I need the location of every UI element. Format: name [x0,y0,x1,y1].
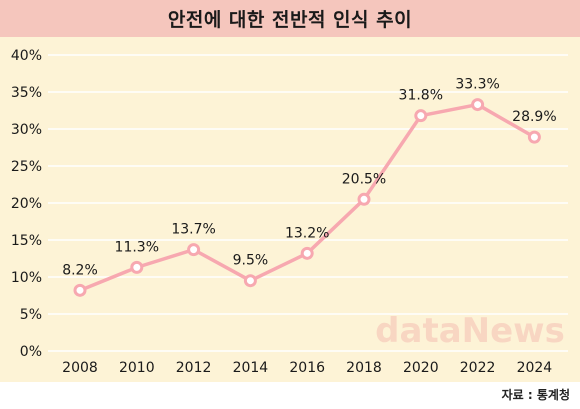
source-note: 자료 : 통계청 [501,388,570,402]
title-bar: 안전에 대한 전반적 인식 추이 [0,0,580,37]
y-tick-label: 10% [11,270,42,286]
x-tick-label: 2008 [62,360,98,376]
data-point [300,246,314,260]
data-point [130,260,144,274]
plot-background [0,37,580,382]
data-point [357,192,371,206]
data-point [187,243,201,257]
y-tick-label: 20% [11,196,42,212]
y-tick-label: 35% [11,85,42,101]
x-tick-label: 2010 [119,360,155,376]
data-label: 20.5% [342,171,386,187]
y-tick-label: 25% [11,159,42,175]
data-label: 13.7% [171,222,215,238]
y-tick-label: 30% [11,122,42,138]
y-tick-label: 15% [11,233,42,249]
data-label: 9.5% [233,253,269,269]
y-tick-label: 0% [20,344,42,360]
data-label: 13.2% [285,225,329,241]
data-point [471,98,485,112]
x-tick-label: 2018 [346,360,382,376]
x-tick-label: 2014 [233,360,269,376]
data-label: 8.2% [62,262,98,278]
data-point [243,274,257,288]
data-label: 28.9% [512,109,556,125]
y-tick-label: 40% [11,48,42,64]
x-tick-label: 2016 [289,360,325,376]
data-point [73,283,87,297]
x-tick-label: 2024 [517,360,553,376]
data-point [527,130,541,144]
watermark-logo: dataNews [375,311,565,351]
data-point [414,109,428,123]
data-label: 33.3% [455,77,499,93]
x-tick-label: 2012 [176,360,212,376]
y-tick-label: 5% [20,307,42,323]
data-label: 31.8% [399,88,443,104]
x-tick-label: 2022 [460,360,496,376]
x-tick-label: 2020 [403,360,439,376]
chart-title: 안전에 대한 전반적 인식 추이 [167,9,413,31]
series-line [78,102,537,293]
data-label: 11.3% [115,239,159,255]
